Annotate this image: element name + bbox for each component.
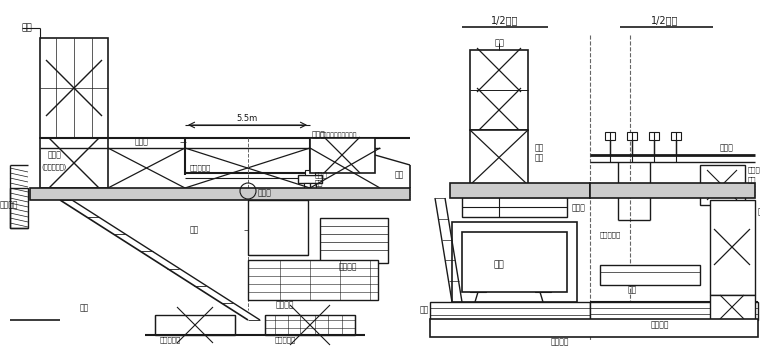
Text: 侧模: 侧模 bbox=[190, 226, 199, 235]
Bar bbox=[462, 197, 567, 217]
Bar bbox=[40, 38, 108, 138]
Bar bbox=[320, 218, 388, 263]
Bar bbox=[535, 285, 551, 292]
Text: 张拉平台: 张拉平台 bbox=[339, 262, 357, 271]
Bar bbox=[450, 183, 590, 198]
Text: 底模: 底模 bbox=[628, 286, 637, 295]
Bar bbox=[710, 200, 755, 295]
Bar bbox=[671, 132, 681, 140]
Text: 前短架: 前短架 bbox=[315, 172, 328, 178]
Text: 结构: 结构 bbox=[535, 153, 544, 162]
Bar bbox=[600, 265, 700, 285]
Bar bbox=[627, 132, 637, 140]
Bar bbox=[649, 132, 659, 140]
Bar bbox=[462, 232, 567, 292]
Text: 锚固: 锚固 bbox=[535, 144, 544, 152]
Bar bbox=[40, 138, 108, 188]
Text: 前长架（附脚手平台）: 前长架（附脚手平台） bbox=[320, 132, 357, 138]
Text: 垫座: 垫座 bbox=[748, 177, 756, 183]
Bar bbox=[430, 302, 590, 322]
Text: 锚固结构: 锚固结构 bbox=[0, 201, 18, 210]
Bar bbox=[310, 138, 375, 173]
Bar bbox=[605, 132, 615, 140]
Bar bbox=[590, 183, 755, 198]
Text: 前短架: 前短架 bbox=[748, 167, 760, 173]
Text: 前吊杆: 前吊杆 bbox=[312, 130, 326, 139]
Text: 斜梯: 斜梯 bbox=[420, 305, 429, 314]
Bar bbox=[700, 165, 745, 205]
Bar bbox=[298, 175, 322, 183]
Bar bbox=[430, 319, 758, 337]
Text: 1/2前视: 1/2前视 bbox=[651, 15, 679, 25]
Text: 后吊杆: 后吊杆 bbox=[135, 137, 149, 146]
Text: 走行轮: 走行轮 bbox=[258, 188, 272, 197]
Text: 后支承横架: 后支承横架 bbox=[160, 337, 181, 343]
Text: 1/2后视: 1/2后视 bbox=[491, 15, 518, 25]
Text: 后轮架: 后轮架 bbox=[572, 203, 586, 212]
Bar bbox=[452, 222, 577, 302]
Bar bbox=[470, 285, 486, 292]
Bar bbox=[590, 302, 758, 320]
Text: 内模: 内模 bbox=[494, 261, 505, 270]
Text: 前支承横架: 前支承横架 bbox=[274, 337, 296, 343]
Bar bbox=[305, 170, 315, 175]
Text: (附脚手平台): (附脚手平台) bbox=[41, 164, 66, 170]
Text: 底模平台: 底模平台 bbox=[276, 301, 294, 310]
Text: 斜梯: 斜梯 bbox=[80, 304, 89, 313]
Bar bbox=[470, 130, 528, 185]
Text: 吊架: 吊架 bbox=[395, 170, 404, 179]
Text: 吊架及横联: 吊架及横联 bbox=[600, 232, 621, 238]
Text: 压重: 压重 bbox=[22, 24, 33, 33]
Bar bbox=[710, 295, 755, 320]
Bar bbox=[304, 183, 316, 189]
Bar bbox=[248, 200, 308, 255]
Text: 前长架: 前长架 bbox=[720, 144, 734, 152]
Bar bbox=[155, 315, 235, 335]
Text: 垫座: 垫座 bbox=[315, 180, 324, 186]
Bar bbox=[248, 260, 378, 300]
Text: 压重: 压重 bbox=[495, 39, 505, 48]
Text: 5.5m: 5.5m bbox=[236, 113, 258, 122]
Bar bbox=[470, 50, 528, 130]
Text: 底模平台: 底模平台 bbox=[551, 338, 569, 347]
Text: 底模平台: 底模平台 bbox=[651, 321, 670, 330]
Bar bbox=[265, 315, 355, 335]
Text: 侧模: 侧模 bbox=[758, 208, 760, 217]
Text: 悬吊侧横架: 悬吊侧横架 bbox=[190, 165, 211, 171]
Text: 后长架: 后长架 bbox=[48, 151, 62, 160]
Bar bbox=[30, 188, 410, 200]
Bar bbox=[10, 188, 28, 228]
